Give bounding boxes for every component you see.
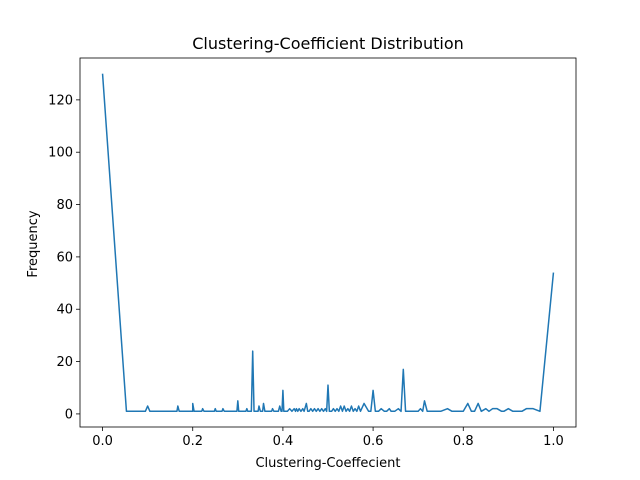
y-tick-label: 60 [56, 250, 73, 265]
y-tick-label: 120 [48, 93, 73, 108]
x-tick-label: 0.0 [92, 434, 113, 449]
x-tick-label: 0.8 [453, 434, 474, 449]
plot-area: 0.0 0.2 0.4 0.6 0.8 1.0 0 20 40 60 80 100 120 [48, 57, 577, 449]
y-axis-label: Frequency [26, 210, 41, 277]
x-tick-label: 0.6 [363, 434, 384, 449]
y-tick-label: 40 [56, 303, 73, 318]
axes-frame [79, 57, 577, 428]
x-tick-label: 0.4 [273, 434, 294, 449]
y-tick-label: 80 [56, 198, 73, 213]
x-tick-label: 0.2 [182, 434, 203, 449]
y-tick-label: 20 [56, 355, 73, 370]
x-axis-label: Clustering-Coeffecient [255, 456, 400, 471]
x-tick-label: 1.0 [543, 434, 564, 449]
y-tick-label: 100 [48, 146, 73, 161]
y-tick-label: 0 [65, 407, 73, 422]
chart-title: Clustering-Coefficient Distribution [192, 34, 464, 53]
series-line-0 [101, 73, 555, 413]
